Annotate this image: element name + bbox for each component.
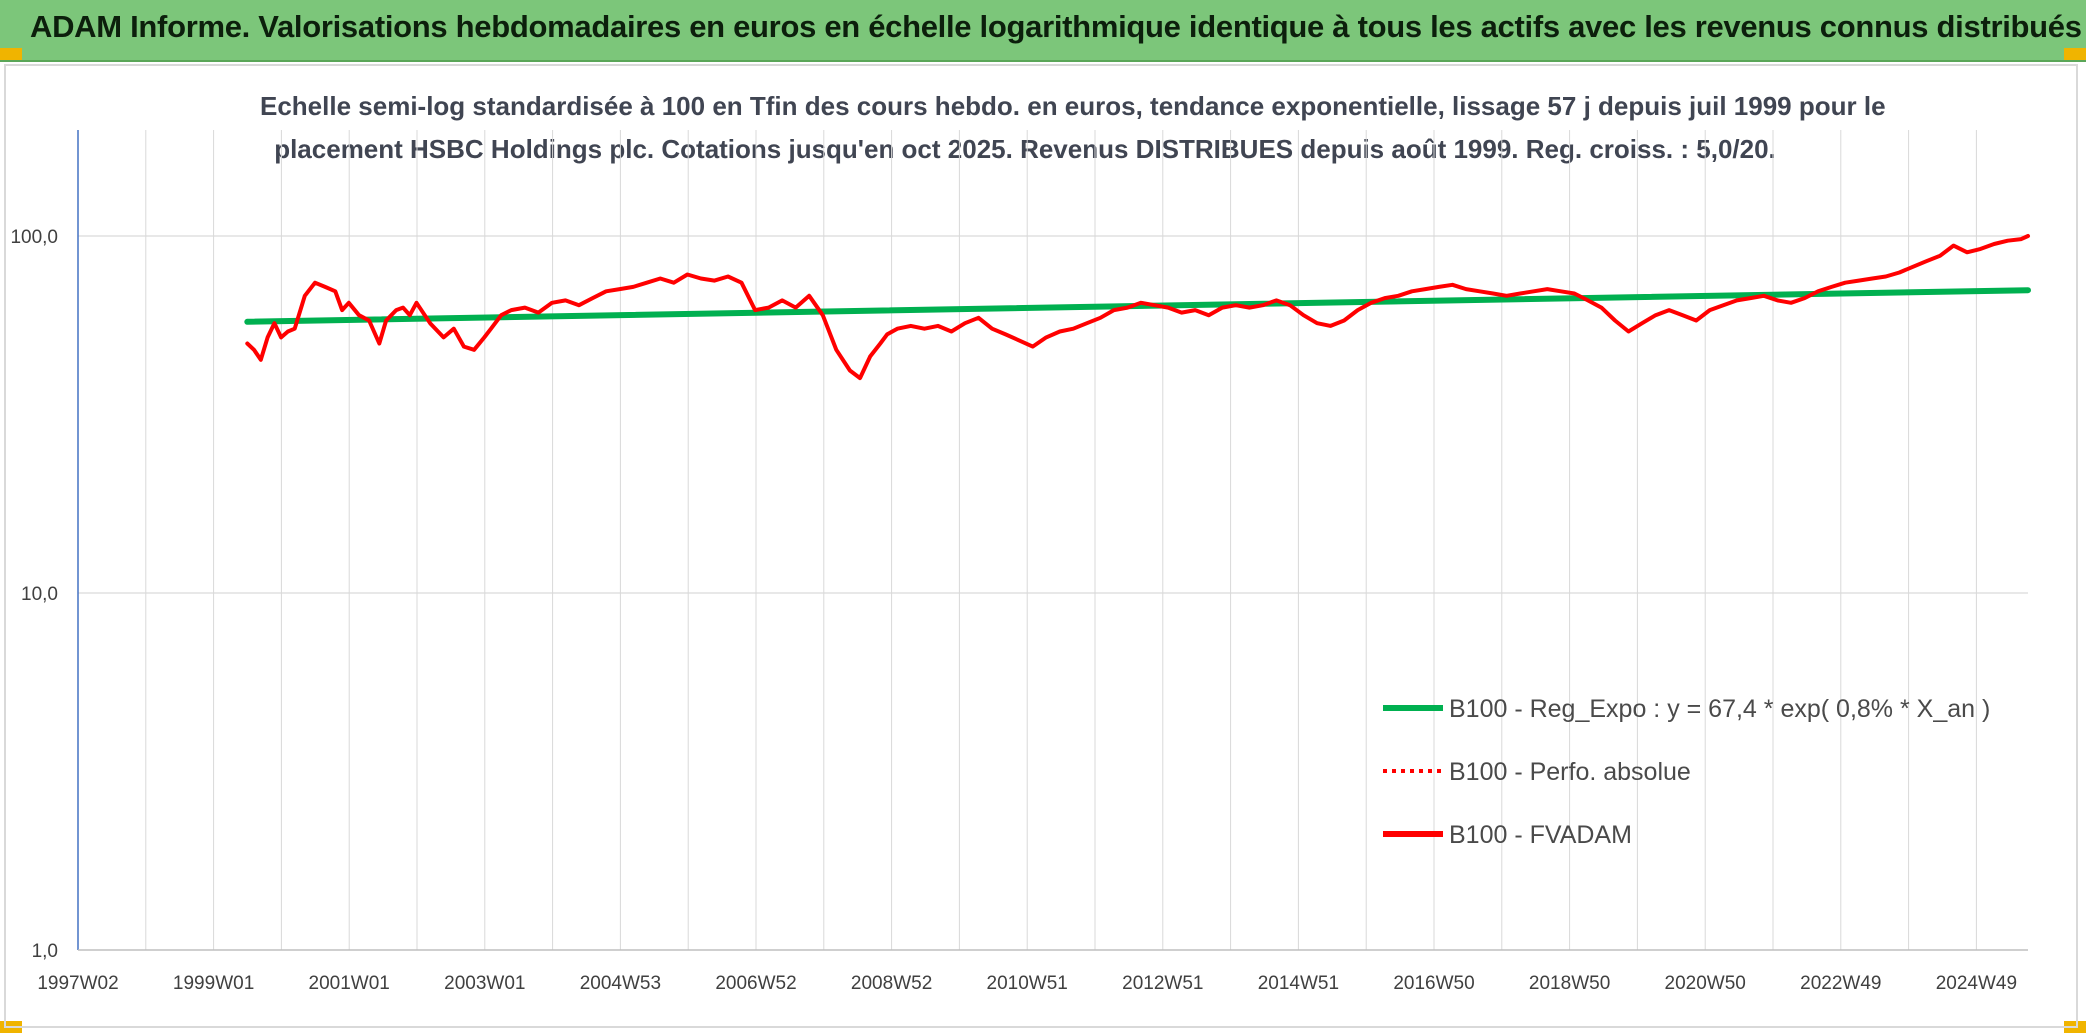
report-header: ADAM Informe. Valorisations hebdomadaire… [0, 0, 2086, 62]
legend-label: B100 - Reg_Expo : y = 67,4 * exp( 0,8% *… [1449, 695, 1990, 723]
y-tick-label: 10,0 [21, 584, 58, 605]
x-tick-label: 2008W52 [851, 973, 932, 994]
x-tick-label: 2016W50 [1393, 973, 1474, 994]
x-tick-label: 2018W50 [1529, 973, 1610, 994]
corner-marker-top-right [2064, 48, 2086, 60]
gridlines [77, 130, 2028, 950]
legend-label: B100 - Perfo. absolue [1449, 758, 1691, 786]
y-tick-label: 100,0 [10, 227, 58, 248]
legend: B100 - Reg_Expo : y = 67,4 * exp( 0,8% *… [1383, 695, 1990, 849]
x-tick-label: 2001W01 [309, 973, 390, 994]
x-tick-label: 2003W01 [444, 973, 525, 994]
legend-label: B100 - FVADAM [1449, 821, 1632, 849]
corner-marker-top-left [0, 48, 22, 60]
report-title: ADAM Informe. Valorisations hebdomadaire… [30, 9, 2082, 44]
x-tick-label: 2024W49 [1936, 973, 2017, 994]
x-tick-label: 2014W51 [1258, 973, 1339, 994]
axes: 100,0 10,0 1,0 1997W02 1999W01 2001W01 2003W01… [10, 130, 2028, 994]
x-tick-label: 1999W01 [173, 973, 254, 994]
x-tick-label: 2006W52 [715, 973, 796, 994]
x-tick-label: 2012W51 [1122, 973, 1203, 994]
fvadam-series-line [245, 234, 2030, 381]
y-tick-label: 1,0 [32, 941, 58, 962]
chart-title-line-1: Echelle semi-log standardisée à 100 en T… [260, 91, 1886, 121]
x-tick-label: 2004W53 [580, 973, 661, 994]
chart-title-line-2: placement HSBC Holdings plc. Cotations j… [274, 134, 1776, 164]
chart-frame [4, 64, 2078, 1028]
x-tick-label: 1997W02 [37, 973, 118, 994]
series-lines [244, 234, 2031, 381]
x-tick-label: 2010W51 [987, 973, 1068, 994]
x-tick-label: 2020W50 [1665, 973, 1746, 994]
x-tick-label: 2022W49 [1800, 973, 1881, 994]
